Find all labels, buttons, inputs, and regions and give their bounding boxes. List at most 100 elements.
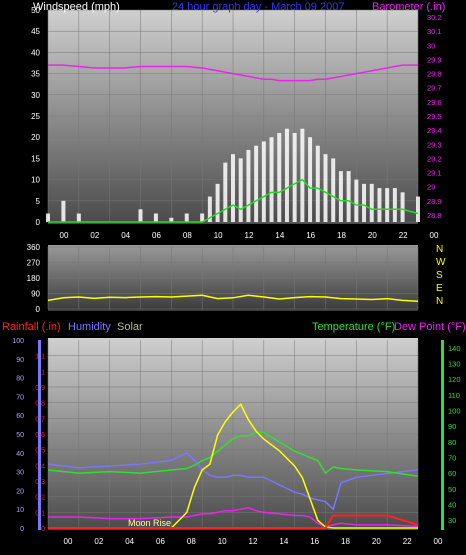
wind-gust-bar — [153, 213, 158, 222]
y-tick-label: 180 — [27, 274, 41, 283]
wind-gust-bar — [377, 188, 382, 222]
wind-gust-bar — [231, 154, 235, 222]
y-tick-label: 270 — [27, 259, 41, 268]
x-tick-label: 00 — [64, 537, 73, 546]
wind-avg-line — [48, 178, 419, 223]
y-tick-label: 80 — [16, 376, 24, 383]
wind-gust-bar — [308, 137, 313, 222]
y-tick-label: 30 — [448, 516, 456, 525]
wind-gust-bar — [207, 196, 212, 222]
y-tick-label: 100 — [448, 407, 461, 416]
solar-line — [48, 402, 418, 529]
y-tick-label: 29.1 — [427, 169, 442, 178]
compass-label: N — [436, 244, 443, 255]
y-tick-label: 60 — [448, 469, 456, 478]
x-tick-label: 06 — [152, 231, 161, 240]
wind-gust-bar — [169, 217, 174, 222]
wind-gust-bar — [138, 209, 143, 222]
y-tick-label: 50 — [448, 485, 456, 494]
multi-gridlines — [47, 340, 419, 529]
wind-direction-line — [47, 294, 419, 302]
x-tick-label: 14 — [279, 537, 288, 546]
x-tick-label: 02 — [90, 231, 99, 240]
x-tick-label: 18 — [337, 231, 346, 240]
wind-gust-bar — [292, 132, 297, 222]
y-tick-label: 29.8 — [427, 70, 442, 79]
wind-gust-bar — [200, 213, 205, 222]
wind-gust-bar — [338, 171, 343, 222]
solar-legend: Solar — [117, 321, 143, 333]
y-tick-label: 0 — [20, 526, 24, 533]
wind-gust-bar — [184, 213, 189, 222]
wind-gust-bar — [400, 192, 405, 222]
humidity-line — [47, 451, 419, 511]
y-tick-label: 1 — [41, 369, 45, 376]
y-tick-label: 29.9 — [427, 55, 442, 64]
y-tick-label: 35 — [31, 70, 40, 79]
x-tick-label: 22 — [399, 231, 408, 240]
x-tick-label: 00 — [430, 231, 439, 240]
wind-series-group — [46, 64, 420, 223]
x-tick-label: 16 — [306, 231, 315, 240]
y-tick-label: 90 — [448, 422, 456, 431]
y-tick-label: 28.9 — [427, 197, 442, 206]
wind-gust-bar — [261, 141, 266, 222]
weather-multi-chart: 1.110.90.80.70.60.50.40.30.20.10 1009080… — [2, 321, 466, 546]
y-tick-label: 30 — [31, 91, 40, 100]
x-tick-label: 10 — [218, 537, 227, 546]
wind-gust-bar — [315, 145, 320, 222]
y-tick-label: 20 — [31, 133, 40, 142]
wind-gust-bar — [76, 213, 81, 222]
y-tick-label: 60 — [16, 413, 24, 420]
x-tick-label: 16 — [310, 537, 319, 546]
y-tick-label: 0 — [36, 305, 41, 314]
wind-gust-bar — [416, 196, 420, 222]
x-tick-label: 14 — [275, 231, 284, 240]
wind-gust-bar — [362, 183, 367, 222]
dewpoint-legend: Dew Point (°F) — [394, 321, 466, 333]
y-tick-label: 29.4 — [427, 126, 442, 135]
barometer-y-ticks: 30.2 30.1 30 29.9 29.8 29.7 29.6 29.5 29.4 29.3 29… — [427, 13, 442, 220]
y-tick-label: 0 — [41, 526, 45, 533]
y-tick-label: 20 — [16, 488, 24, 495]
wind-gust-bar — [392, 188, 397, 222]
compass-label: N — [436, 296, 443, 307]
x-tick-label: 08 — [187, 537, 196, 546]
y-tick-label: 360 — [27, 243, 41, 252]
barometer-line — [48, 64, 418, 82]
y-tick-label: 5 — [36, 197, 41, 206]
y-tick-label: 30 — [16, 470, 24, 477]
wind-gust-bar — [346, 171, 351, 222]
y-tick-label: 15 — [31, 154, 40, 163]
x-tick-label: 06 — [156, 537, 165, 546]
y-tick-label: 30.2 — [427, 13, 442, 22]
y-tick-label: 90 — [31, 290, 40, 299]
rainfall-line — [48, 514, 419, 529]
x-tick-label: 10 — [214, 231, 223, 240]
x-tick-label: 12 — [249, 537, 258, 546]
x-tick-label: 22 — [403, 537, 412, 546]
rainfall-legend: Rainfall (.in) — [2, 321, 61, 333]
x-tick-label: 18 — [341, 537, 350, 546]
dewpoint-line — [48, 506, 419, 528]
y-tick-label: 50 — [16, 432, 24, 439]
y-tick-label: 70 — [16, 394, 24, 401]
moon-rise-label: Moon Rise — [128, 518, 171, 528]
y-tick-label: 140 — [448, 344, 461, 353]
chart-title: 24 hour graph day - March 09 2007 — [172, 1, 344, 13]
y-tick-label: 40 — [31, 48, 40, 57]
y-tick-label: 110 — [448, 391, 460, 400]
temperature-axis-bar — [441, 340, 444, 530]
wind-gust-bar — [215, 183, 220, 222]
y-tick-label: 100 — [12, 338, 24, 345]
y-tick-label: 45 — [31, 27, 40, 36]
x-tick-label: 02 — [94, 537, 103, 546]
y-tick-label: 40 — [16, 451, 24, 458]
humidity-axis-bar — [38, 340, 41, 530]
